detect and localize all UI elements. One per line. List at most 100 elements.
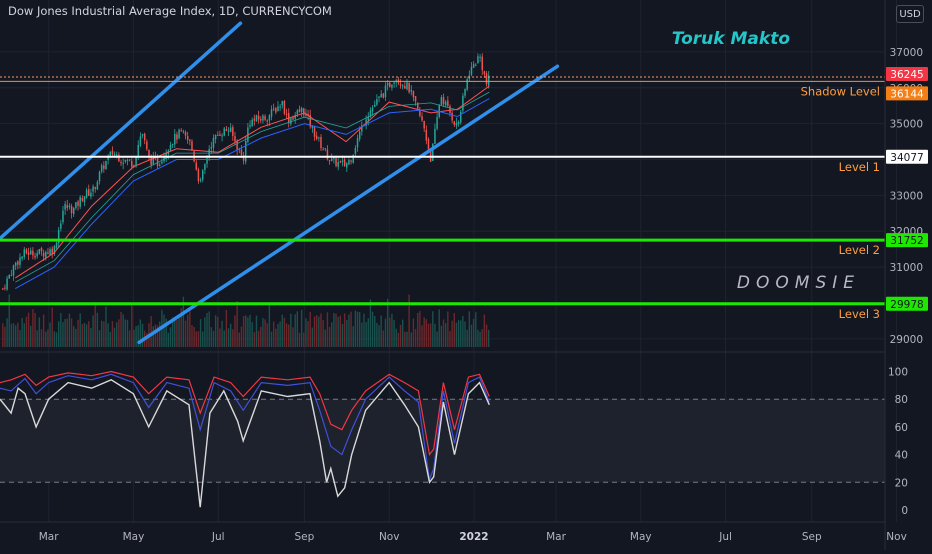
volume-bar: [103, 321, 105, 347]
candle-body: [42, 252, 45, 257]
candle-body: [423, 120, 425, 129]
volume-bar: [425, 319, 428, 347]
volume-bar: [472, 318, 475, 347]
candle-body: [328, 160, 331, 162]
candle-body: [272, 108, 275, 110]
volume-bar: [477, 329, 479, 347]
volume-bar: [438, 309, 440, 347]
candle-body: [408, 83, 410, 93]
volume-bar: [118, 319, 120, 347]
candle-body: [322, 149, 324, 151]
candle-body: [186, 136, 189, 140]
moving-average-mid: [15, 91, 490, 283]
last-price-badge-text: 36245: [890, 69, 923, 81]
volume-bar: [182, 296, 185, 347]
channel-lower-line[interactable]: [137, 64, 560, 345]
candle-body: [346, 163, 348, 168]
volume-bar: [257, 330, 260, 347]
price-axis-label: 31000: [890, 262, 923, 274]
candle-body: [300, 107, 303, 112]
candle-body: [369, 110, 372, 117]
volume-bar: [341, 324, 344, 347]
candle-body: [391, 84, 393, 88]
volume-bar: [184, 320, 187, 347]
rsi-axis-label: 80: [895, 394, 908, 406]
volume-bar: [393, 319, 395, 347]
candle-body: [85, 189, 88, 198]
candle-body: [481, 56, 483, 71]
volume-bar: [249, 314, 251, 347]
candle-body: [451, 112, 453, 121]
candle-body: [412, 90, 415, 98]
volume-bar: [227, 328, 230, 347]
candle-body: [40, 248, 43, 252]
volume-bar: [322, 320, 324, 347]
candle-body: [174, 133, 176, 145]
volume-bar: [21, 318, 23, 347]
candle-body: [184, 132, 187, 136]
candle-body: [382, 93, 385, 98]
volume-bar: [401, 319, 404, 347]
time-axis-label: Nov: [379, 531, 400, 543]
candle-body: [19, 257, 21, 265]
candle-body: [483, 71, 486, 75]
candle-body: [262, 115, 264, 121]
time-axis-label: 2022: [459, 531, 488, 543]
volume-bar: [358, 312, 361, 347]
candle-body: [206, 158, 208, 164]
currency-button[interactable]: USD: [896, 5, 924, 23]
volume-bar: [303, 332, 305, 347]
rsi-series-line: [0, 373, 490, 482]
volume-bar: [296, 311, 299, 347]
candle-body: [425, 129, 428, 141]
volume-bar: [236, 300, 238, 347]
volume-bar: [178, 318, 180, 347]
volume-bar: [460, 320, 462, 347]
candle-body: [83, 196, 86, 203]
volume-bar: [133, 329, 135, 347]
candle-body: [178, 129, 180, 139]
channel-upper-line[interactable]: [0, 21, 243, 241]
candle-body: [165, 153, 167, 158]
candle-body: [358, 131, 361, 140]
volume-bar: [440, 325, 443, 347]
candle-body: [36, 253, 38, 257]
candle-body: [240, 149, 243, 155]
candle-body: [171, 143, 174, 145]
rsi-axis-label: 20: [895, 477, 908, 489]
candle-body: [294, 115, 296, 119]
volume-bar: [180, 308, 182, 347]
volume-bar: [354, 310, 357, 347]
candle-body: [457, 121, 460, 124]
candle-body: [361, 125, 363, 132]
volume-bar: [4, 326, 6, 347]
last-price-badge: 36245: [886, 67, 928, 82]
volume-bar: [217, 316, 219, 347]
time-axis-label: May: [123, 531, 145, 543]
volume-bar: [176, 320, 178, 347]
candle-body: [34, 255, 36, 258]
candle-body: [440, 97, 443, 105]
candle-body: [139, 136, 142, 146]
time-axis-label: Sep: [802, 531, 822, 543]
candle-body: [96, 181, 99, 190]
candle-body: [60, 223, 62, 229]
volume-bar: [264, 319, 266, 347]
candle-body: [161, 161, 163, 164]
candle-body: [283, 100, 286, 114]
volume-bar: [169, 327, 172, 347]
volume-bar: [113, 327, 116, 347]
volume-bar: [333, 312, 335, 347]
volume-bar: [10, 323, 13, 347]
volume-bar: [111, 321, 114, 347]
candle-body: [25, 249, 28, 254]
candle-body: [75, 202, 77, 208]
candle-body: [367, 116, 370, 121]
candle-body: [225, 129, 228, 132]
candle-body: [204, 164, 206, 170]
volume-bar: [464, 321, 466, 347]
moving-average-slow: [15, 98, 490, 290]
volume-bar: [120, 311, 122, 347]
volume-bar: [432, 311, 434, 347]
